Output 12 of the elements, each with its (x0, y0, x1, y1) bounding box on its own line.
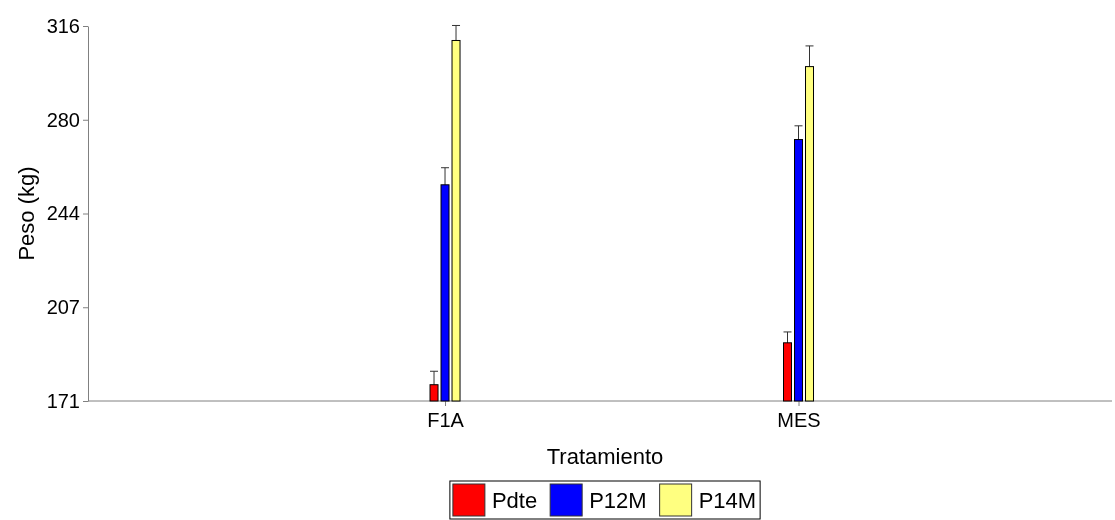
x-tick-label: MES (777, 409, 821, 431)
y-axis-title: Peso (kg) (14, 166, 39, 261)
legend-label: P12M (589, 488, 647, 513)
y-tick-label: 280 (46, 108, 80, 131)
legend-label: Pdte (491, 488, 538, 513)
x-tick-label: F1A (427, 409, 465, 431)
y-tick-label: 316 (46, 14, 80, 37)
y-tick-label: 244 (46, 202, 80, 225)
x-axis-title: Tratamiento (546, 444, 664, 469)
y-tick-label: 207 (46, 296, 80, 319)
y-tick-label: 171 (46, 389, 80, 412)
legend-label: P14M (698, 488, 757, 513)
